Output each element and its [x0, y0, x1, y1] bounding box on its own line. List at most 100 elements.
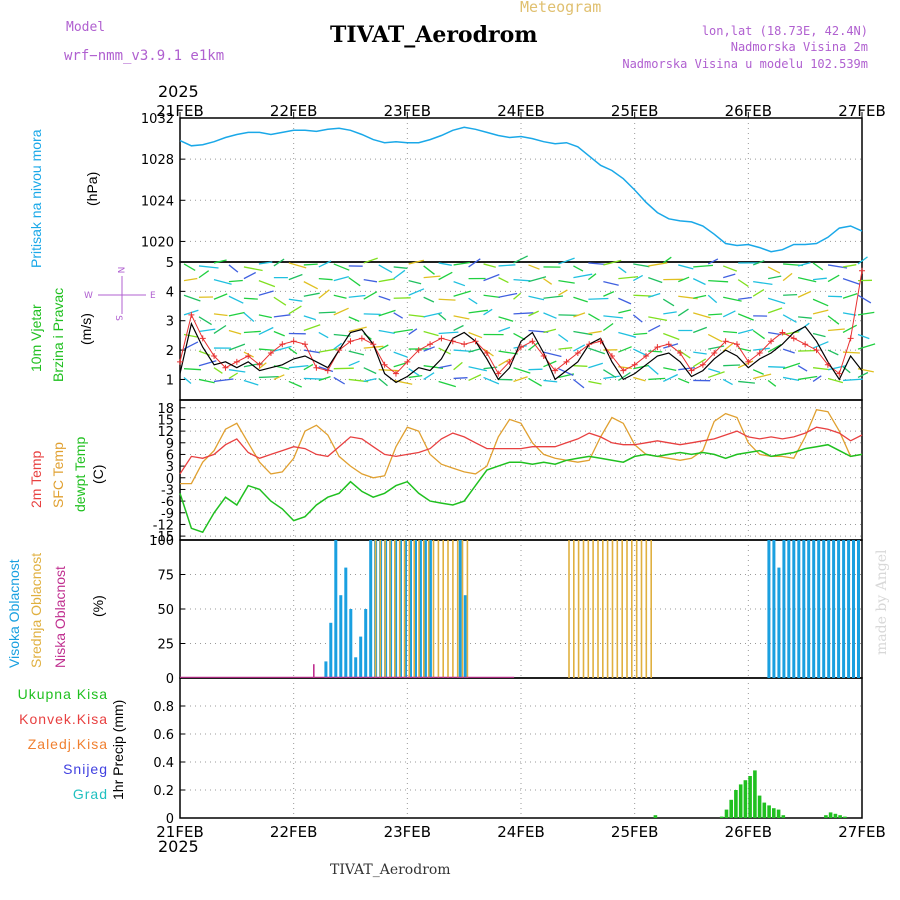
- wind-barb: [423, 296, 435, 303]
- cloud-mid-bar: [408, 540, 411, 678]
- wind-barb: [738, 296, 752, 300]
- gust-marker: [358, 335, 365, 342]
- wind-barb: [573, 312, 586, 318]
- wind-barb: [513, 367, 531, 374]
- gust-marker: [699, 361, 706, 368]
- wind-barb: [438, 313, 447, 321]
- wind-barb: [857, 371, 869, 379]
- wind-barb: [333, 307, 349, 316]
- wind-barb: [363, 291, 378, 300]
- wind-barb: [812, 375, 822, 382]
- gust-marker: [745, 358, 752, 365]
- wind-barb: [393, 379, 413, 385]
- wind-barb: [827, 364, 847, 371]
- wind-barb: [453, 361, 463, 371]
- wind-barb: [543, 295, 564, 299]
- wind-barb: [648, 316, 668, 322]
- wind-barb: [767, 266, 781, 274]
- wind-barb: [663, 332, 680, 341]
- cloud-mid-bar: [597, 540, 599, 678]
- wind-barb: [273, 314, 291, 318]
- wind-barb: [393, 362, 406, 368]
- wind-barb: [348, 350, 365, 356]
- wind-barb: [318, 277, 333, 281]
- wind-barb: [648, 350, 663, 353]
- wind-barb: [767, 379, 777, 387]
- wind-barb: [198, 265, 219, 269]
- wind-barb: [303, 292, 320, 297]
- dewpoint-line: [179, 443, 863, 534]
- precip-bar: [748, 776, 752, 818]
- wind-barb: [768, 275, 782, 280]
- gust-marker: [597, 338, 604, 345]
- legend-convective-rain: Konvek.Kisa: [19, 711, 108, 727]
- x-tick-label-bottom: 23FEB: [384, 823, 431, 841]
- wind-barb: [483, 273, 500, 282]
- wind-barb: [408, 259, 425, 265]
- gust-marker: [199, 335, 206, 342]
- wind-barb: [393, 351, 408, 358]
- wind-barb: [588, 380, 602, 385]
- gust-marker: [279, 341, 286, 348]
- cloud-mid-bar: [602, 540, 604, 678]
- gust-marker: [267, 350, 274, 357]
- wind-barb: [378, 295, 391, 301]
- cloud-high-bar: [767, 540, 771, 678]
- wind-barb: [603, 315, 623, 319]
- year-top: 2025: [158, 82, 199, 101]
- wind-barb: [333, 367, 354, 370]
- wind-barb: [288, 380, 302, 388]
- wind-barb: [243, 271, 256, 280]
- wind-barb: [393, 266, 408, 269]
- wind-barb: [273, 374, 285, 381]
- wind-barb: [558, 347, 573, 350]
- wind-barb: [708, 345, 725, 350]
- wind-barb: [318, 331, 329, 339]
- wind-barb: [243, 297, 258, 300]
- wind-barb: [288, 298, 303, 302]
- wind-barb: [423, 372, 435, 380]
- wind-barb: [468, 331, 483, 339]
- x-tick-label-bottom: 22FEB: [270, 823, 317, 841]
- wind-barb: [243, 379, 259, 386]
- y-tick-label: 1028: [141, 153, 174, 168]
- wind-barb: [767, 343, 782, 353]
- precip-bar: [828, 812, 833, 818]
- cloud-high-bar: [404, 540, 407, 678]
- wind-barb: [663, 367, 677, 372]
- gust-marker: [824, 361, 831, 368]
- y-tick-label: 0.8: [153, 700, 174, 715]
- wind-barb: [213, 313, 228, 317]
- wind-barb: [693, 326, 708, 334]
- wind-barb: [588, 362, 603, 369]
- wind-barb: [662, 298, 675, 307]
- wind-barb: [693, 294, 707, 299]
- wind-barb: [528, 368, 543, 371]
- y-tick-label: 1032: [141, 112, 174, 127]
- footer-station: TIVAT_Aerodrom: [330, 862, 451, 878]
- wind-barb: [348, 360, 360, 367]
- wind-barb: [558, 279, 575, 284]
- cloud-mid-bar: [452, 540, 454, 678]
- x-tick-label-bottom: 27FEB: [838, 823, 885, 841]
- wind-barb: [183, 294, 201, 302]
- wind-barb: [752, 260, 765, 266]
- wind-barb: [213, 278, 232, 285]
- wind-barb: [258, 261, 273, 265]
- wind-barb: [258, 375, 279, 379]
- wind-barb: [303, 281, 318, 290]
- wind-barb: [558, 289, 568, 296]
- cloud-mid-bar: [374, 540, 377, 678]
- cloud-mid-bar: [577, 540, 580, 678]
- wind-barb: [438, 364, 452, 369]
- cloud-high-bar: [428, 540, 432, 678]
- wind-barb: [258, 280, 276, 288]
- wind-barb: [423, 275, 441, 279]
- wind-barb: [678, 377, 690, 384]
- wind-barb: [753, 347, 770, 351]
- precip-bar: [724, 809, 729, 818]
- compass-s: S: [113, 315, 123, 321]
- model-elevation-label: Nadmorska Visina u modelu 102.539m: [622, 57, 868, 71]
- wind-barb: [513, 332, 526, 341]
